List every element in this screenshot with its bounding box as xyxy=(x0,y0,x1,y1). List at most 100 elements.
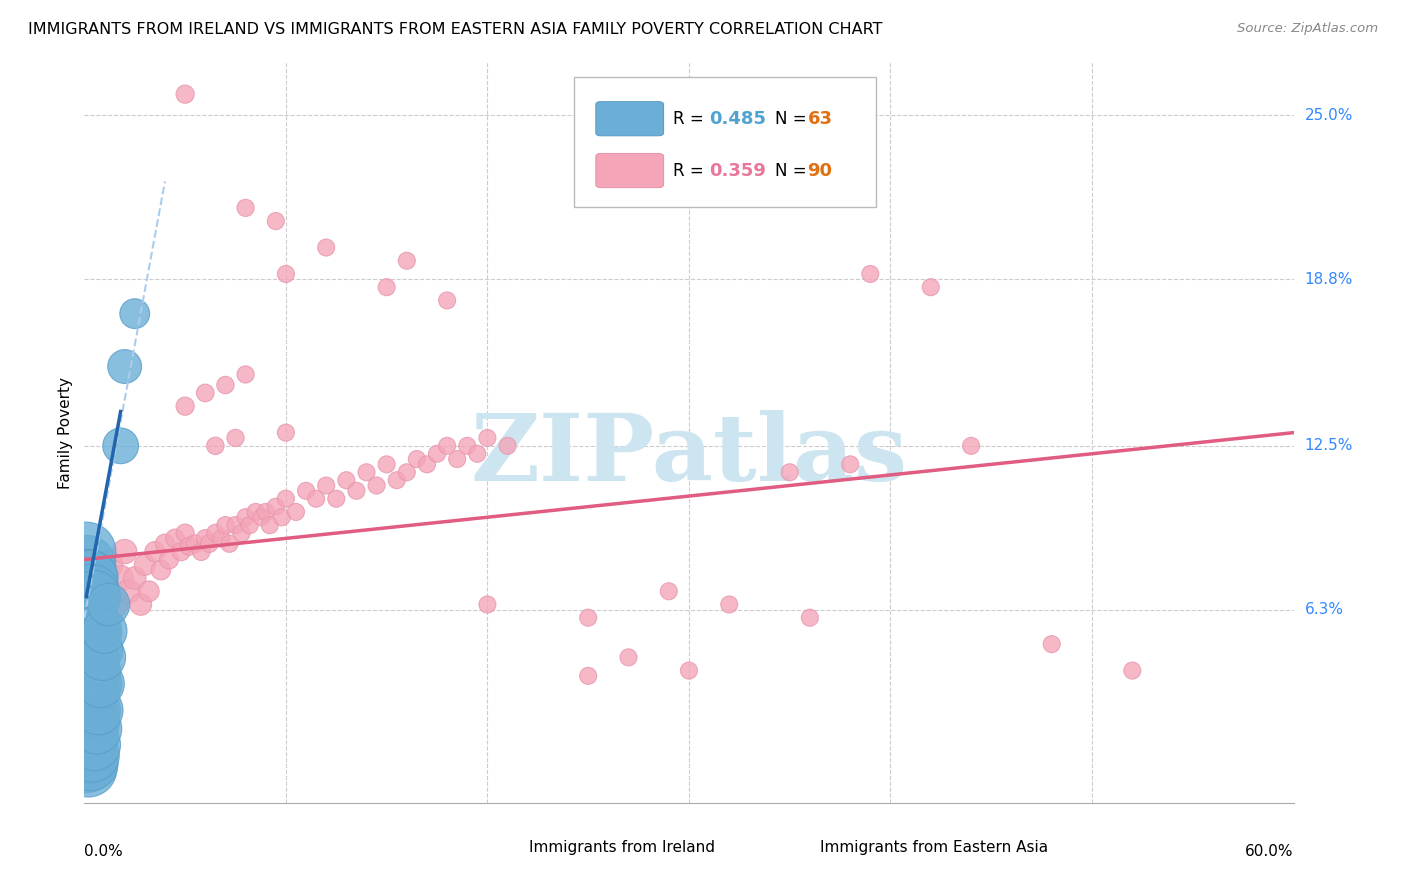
Point xyxy=(174,399,197,413)
Point xyxy=(75,658,97,673)
Point xyxy=(214,518,236,533)
Point xyxy=(190,544,212,558)
Point xyxy=(124,571,146,585)
Point xyxy=(426,447,449,461)
Point xyxy=(406,452,429,467)
Point xyxy=(77,722,100,736)
Point xyxy=(97,598,120,612)
Point xyxy=(225,518,247,533)
Point xyxy=(346,483,368,498)
Point xyxy=(77,606,100,620)
Point xyxy=(77,677,100,691)
Point xyxy=(467,447,489,461)
Point xyxy=(174,526,197,541)
Point xyxy=(436,439,458,453)
Point xyxy=(456,439,478,453)
Point xyxy=(110,571,132,585)
Point xyxy=(79,571,101,585)
Point xyxy=(83,664,105,678)
Point xyxy=(91,650,114,665)
Point xyxy=(79,703,101,717)
Point xyxy=(658,584,681,599)
Point xyxy=(157,552,180,566)
Point xyxy=(89,677,111,691)
Point xyxy=(75,590,97,604)
Text: Immigrants from Ireland: Immigrants from Ireland xyxy=(529,840,716,855)
Point xyxy=(79,756,101,771)
Point xyxy=(194,532,217,546)
Point xyxy=(1040,637,1063,651)
Point xyxy=(83,590,105,604)
Point xyxy=(576,669,599,683)
Point xyxy=(305,491,328,506)
Point xyxy=(295,483,318,498)
Point xyxy=(138,584,160,599)
Point xyxy=(395,253,418,268)
Text: 18.8%: 18.8% xyxy=(1305,272,1353,286)
Point xyxy=(385,473,408,487)
Point xyxy=(77,590,100,604)
Point xyxy=(75,756,97,771)
Point xyxy=(960,439,983,453)
Point xyxy=(97,558,120,572)
Point xyxy=(239,518,262,533)
Point xyxy=(274,491,297,506)
Point xyxy=(235,510,257,524)
Point xyxy=(87,642,110,657)
Point xyxy=(75,558,97,572)
Point xyxy=(204,526,226,541)
Point xyxy=(82,748,104,763)
Point xyxy=(77,624,100,638)
Text: 0.0%: 0.0% xyxy=(84,844,124,858)
Point xyxy=(79,624,101,638)
Point xyxy=(75,738,97,752)
Text: Immigrants from Eastern Asia: Immigrants from Eastern Asia xyxy=(820,840,1047,855)
Point xyxy=(225,431,247,445)
FancyBboxPatch shape xyxy=(596,102,664,136)
Point xyxy=(89,624,111,638)
Point xyxy=(235,201,257,215)
Point xyxy=(77,761,100,775)
Point xyxy=(77,703,100,717)
Point xyxy=(87,703,110,717)
Point xyxy=(77,738,100,752)
Point xyxy=(198,536,221,550)
Point xyxy=(250,510,273,524)
Text: 25.0%: 25.0% xyxy=(1305,108,1353,123)
Point xyxy=(718,598,741,612)
Point xyxy=(83,624,105,638)
Point xyxy=(75,642,97,657)
Text: 60.0%: 60.0% xyxy=(1246,844,1294,858)
Point xyxy=(77,690,100,704)
Point xyxy=(235,368,257,382)
Point xyxy=(75,544,97,558)
Point xyxy=(75,624,97,638)
Point xyxy=(375,458,398,472)
Point xyxy=(285,505,308,519)
Point xyxy=(1121,664,1143,678)
Point xyxy=(274,425,297,440)
Point xyxy=(617,650,640,665)
Point xyxy=(214,378,236,392)
Point xyxy=(416,458,439,472)
Point xyxy=(82,716,104,731)
Point xyxy=(254,505,277,519)
Point xyxy=(446,452,468,467)
Point xyxy=(79,677,101,691)
Point xyxy=(114,359,136,374)
Point xyxy=(264,214,287,228)
Point xyxy=(174,87,197,102)
Point xyxy=(82,615,104,630)
Point xyxy=(75,632,97,646)
Point xyxy=(184,536,207,550)
Text: IMMIGRANTS FROM IRELAND VS IMMIGRANTS FROM EASTERN ASIA FAMILY POVERTY CORRELATI: IMMIGRANTS FROM IRELAND VS IMMIGRANTS FR… xyxy=(28,22,883,37)
Point xyxy=(75,690,97,704)
Point xyxy=(194,386,217,401)
Point xyxy=(149,563,172,577)
Point xyxy=(335,473,357,487)
Point xyxy=(315,240,337,255)
Point xyxy=(118,584,141,599)
Point xyxy=(77,642,100,657)
Point xyxy=(110,439,132,453)
Point xyxy=(77,748,100,763)
